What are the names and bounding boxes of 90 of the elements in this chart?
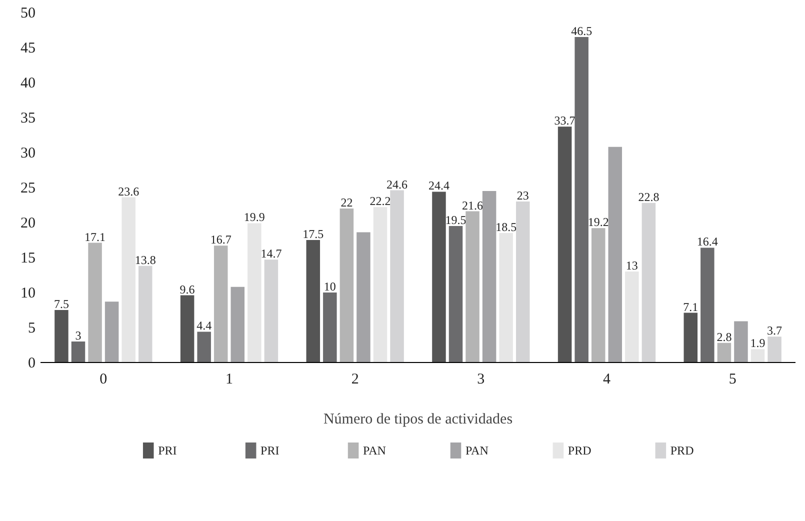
bar — [323, 292, 337, 362]
bar — [448, 226, 463, 362]
bar — [71, 342, 86, 362]
data-label: 33.7 — [554, 114, 576, 128]
bar — [574, 37, 588, 362]
bar — [54, 310, 68, 362]
data-label: 3.7 — [767, 324, 782, 338]
bar — [608, 146, 622, 362]
bar — [390, 190, 404, 362]
bar — [642, 202, 656, 362]
data-label: 16.4 — [696, 234, 718, 249]
data-label: 10 — [324, 280, 336, 294]
bar — [482, 191, 496, 362]
bar — [558, 126, 572, 362]
y-tick-label: 35 — [20, 110, 36, 126]
bar — [138, 266, 152, 362]
y-tick-label: 15 — [20, 250, 36, 266]
bar — [340, 208, 354, 362]
bar — [625, 272, 639, 362]
data-label: 14.7 — [260, 246, 282, 261]
bar — [306, 240, 320, 362]
y-tick-label: 25 — [20, 180, 36, 196]
bar — [734, 321, 748, 362]
bar — [230, 286, 245, 362]
bar — [356, 232, 370, 362]
bar — [264, 260, 278, 362]
bar — [516, 202, 530, 362]
data-label: 46.5 — [571, 24, 592, 38]
data-label: 1.9 — [750, 336, 766, 350]
bar — [591, 228, 606, 362]
bar — [750, 349, 765, 362]
legend-label: PRI — [158, 444, 177, 458]
bar — [717, 342, 732, 362]
bar — [248, 223, 262, 362]
y-tick-label: 0 — [28, 356, 36, 372]
x-tick-label: 2 — [351, 372, 359, 388]
data-label: 13.8 — [134, 252, 156, 267]
data-label: 19.2 — [588, 215, 609, 230]
y-tick-label: 30 — [20, 146, 36, 162]
legend-label: PRI — [260, 444, 280, 458]
y-tick-label: 20 — [20, 216, 36, 232]
data-label: 22.2 — [370, 194, 391, 208]
bar — [197, 332, 211, 362]
data-label: 9.6 — [180, 282, 195, 296]
legend-label: PRD — [568, 444, 592, 458]
data-label: 7.1 — [683, 300, 698, 314]
x-tick-label: 1 — [226, 372, 233, 388]
x-tick-label: 4 — [603, 372, 611, 388]
bar — [88, 242, 102, 362]
data-label: 3 — [75, 328, 82, 342]
bar — [768, 336, 782, 362]
y-tick-label: 45 — [20, 40, 36, 56]
data-label: 19.5 — [445, 213, 466, 227]
x-tick-label: 5 — [728, 372, 736, 388]
y-tick-label: 50 — [20, 6, 36, 22]
bar — [432, 192, 446, 362]
bar — [684, 312, 698, 362]
data-label: 2.8 — [716, 330, 732, 344]
y-tick-label: 10 — [20, 286, 36, 302]
y-tick-label: 40 — [20, 76, 36, 92]
bar — [104, 302, 119, 362]
data-label: 22 — [340, 196, 353, 210]
y-tick-label: 5 — [28, 320, 36, 336]
data-label: 23 — [516, 188, 529, 202]
bar — [466, 211, 480, 362]
data-label: 18.5 — [496, 220, 517, 234]
bar — [122, 197, 136, 362]
x-axis-title: Número de tipos de actividades — [323, 412, 513, 428]
x-tick-label: 3 — [477, 372, 485, 388]
data-label: 23.6 — [118, 184, 140, 198]
bar — [180, 295, 194, 362]
legend-label: PAN — [362, 444, 386, 458]
bar — [700, 248, 714, 362]
data-label: 21.6 — [462, 198, 484, 212]
bar — [373, 207, 388, 362]
data-label: 22.8 — [638, 190, 660, 204]
data-label: 17.5 — [302, 227, 324, 241]
x-tick-label: 0 — [100, 372, 108, 388]
bar — [499, 233, 513, 362]
data-label: 16.7 — [210, 232, 232, 247]
bar — [214, 246, 228, 362]
legend-label: PRD — [670, 444, 694, 458]
data-label: 19.9 — [244, 210, 265, 224]
data-label: 13 — [626, 258, 638, 272]
data-label: 17.1 — [84, 230, 106, 244]
data-label: 24.4 — [428, 178, 450, 193]
data-label: 4.4 — [196, 318, 212, 333]
data-label: 7.5 — [54, 297, 69, 311]
data-label: 24.6 — [386, 177, 408, 192]
legend-label: PAN — [465, 444, 489, 458]
